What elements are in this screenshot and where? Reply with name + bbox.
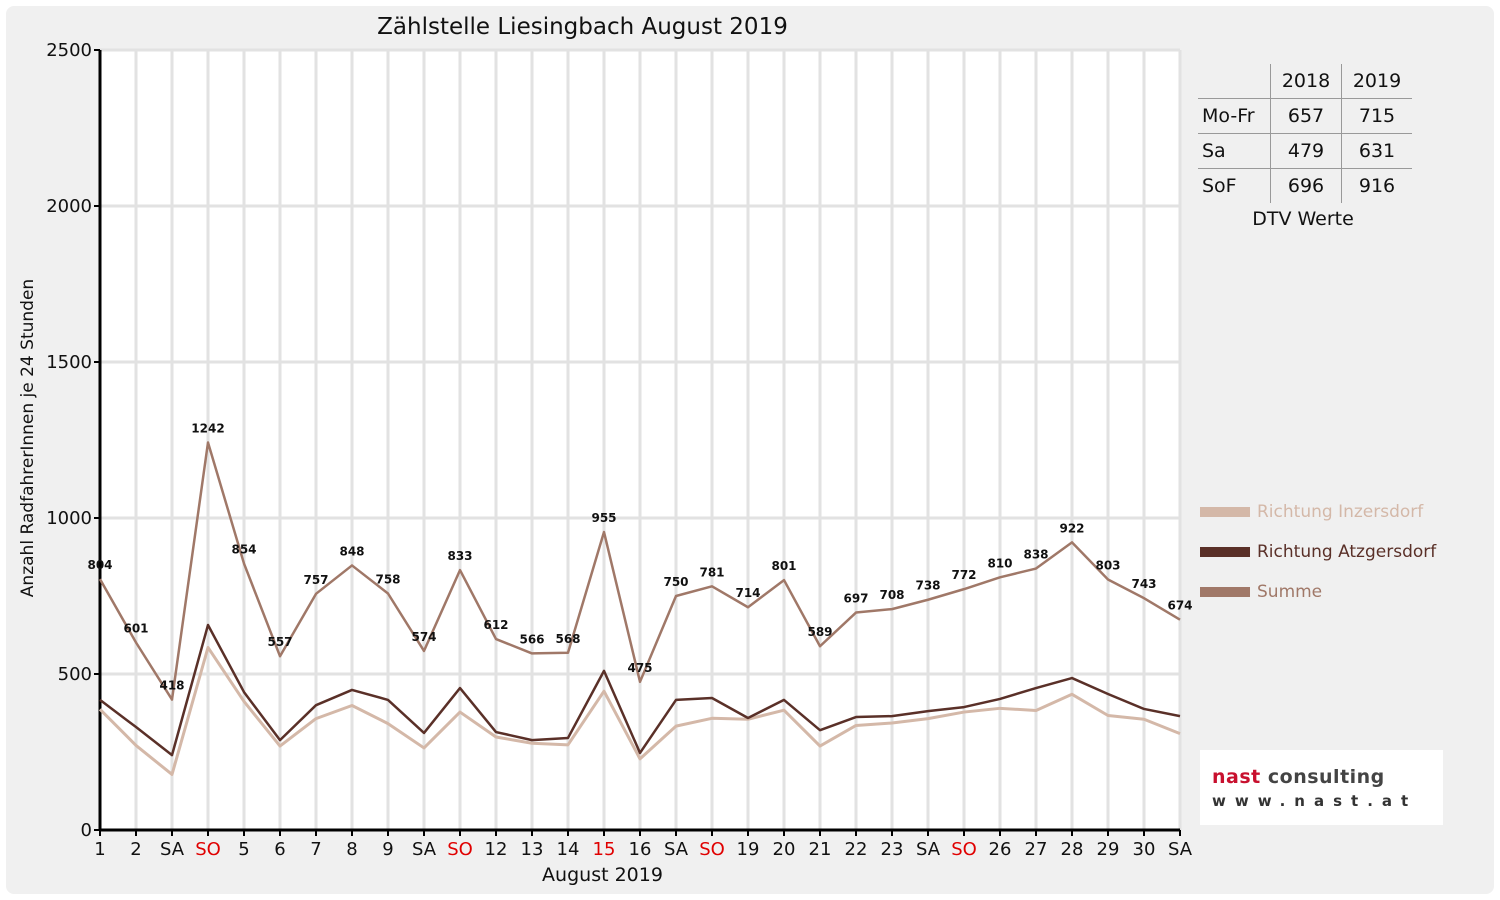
- legend-swatch: [1200, 547, 1250, 557]
- data-label: 838: [1023, 548, 1048, 562]
- data-label: 714: [735, 586, 760, 600]
- legend-item-atzgersdorf: Richtung Atzgersdorf: [1200, 532, 1436, 572]
- x-tick-label: 15: [593, 839, 616, 860]
- data-label: 601: [123, 621, 148, 635]
- x-tick-label: 2: [130, 839, 141, 860]
- x-tick-label: SA: [160, 839, 185, 860]
- x-tick-label: SO: [951, 839, 977, 860]
- dtv-cell: 916: [1341, 168, 1412, 203]
- x-tick-label: SA: [916, 839, 941, 860]
- data-label: 757: [303, 573, 328, 587]
- x-tick-label: 30: [1133, 839, 1156, 860]
- data-label: 612: [483, 618, 508, 632]
- legend-label: Richtung Atzgersdorf: [1257, 542, 1437, 562]
- x-tick-label: 8: [346, 839, 357, 860]
- data-label: 955: [591, 511, 616, 525]
- legend-label: Summe: [1257, 582, 1323, 602]
- data-label: 568: [555, 632, 580, 646]
- x-tick-label: SO: [447, 839, 473, 860]
- data-label: 566: [519, 632, 544, 646]
- legend-item-summe: Summe: [1200, 572, 1436, 612]
- y-tick-label: 1500: [46, 352, 92, 373]
- data-label: 801: [771, 559, 796, 573]
- y-tick-label: 0: [81, 820, 92, 841]
- data-label: 848: [339, 544, 364, 558]
- x-tick-label: 6: [274, 839, 285, 860]
- logo-text: nast: [1212, 766, 1261, 788]
- x-tick-label: 13: [521, 839, 544, 860]
- data-label: 781: [699, 565, 724, 579]
- data-label: 758: [375, 573, 400, 587]
- x-tick-label: SA: [664, 839, 689, 860]
- dtv-cell: 715: [1341, 98, 1412, 134]
- data-label: 804: [87, 558, 112, 572]
- y-axis-label: Anzahl RadfahrerInnen je 24 Stunden: [18, 278, 38, 598]
- data-label: 475: [627, 661, 652, 675]
- x-tick-label: 21: [809, 839, 832, 860]
- x-axis-label: August 2019: [542, 864, 663, 886]
- dtv-table: 2018 2019 Mo-Fr 657 715 Sa 479 631 SoF 696 916: [1198, 64, 1412, 203]
- y-tick-label: 500: [58, 664, 92, 685]
- x-tick-label: 14: [557, 839, 580, 860]
- dtv-row-label: Mo-Fr: [1198, 98, 1271, 134]
- legend-label: Richtung Inzersdorf: [1257, 502, 1424, 522]
- dtv-header-2018: 2018: [1270, 64, 1342, 99]
- x-tick-label: 29: [1097, 839, 1120, 860]
- x-tick-label: 9: [382, 839, 393, 860]
- dtv-cell: 631: [1341, 133, 1412, 169]
- data-label: 803: [1095, 558, 1120, 572]
- x-tick-label: 19: [737, 839, 760, 860]
- data-label: 418: [159, 679, 184, 693]
- dtv-cell: 479: [1270, 133, 1342, 169]
- legend-item-inzersdorf: Richtung Inzersdorf: [1200, 492, 1436, 532]
- nast-consulting-logo: nast consulting www.nast.at: [1200, 750, 1443, 825]
- data-label: 750: [663, 575, 688, 589]
- data-label: 674: [1167, 599, 1192, 613]
- chart-title: Zählstelle Liesingbach August 2019: [377, 14, 788, 40]
- x-tick-label: 26: [989, 839, 1012, 860]
- legend-swatch: [1200, 507, 1250, 517]
- x-tick-label: 28: [1061, 839, 1084, 860]
- data-label: 743: [1131, 577, 1156, 591]
- x-tick-label: 7: [310, 839, 321, 860]
- x-tick-label: 22: [845, 839, 868, 860]
- y-tick-label: 2000: [46, 196, 92, 217]
- y-tick-label: 2500: [46, 40, 92, 61]
- legend: Richtung Inzersdorf Richtung Atzgersdorf…: [1200, 492, 1436, 612]
- x-tick-label: 23: [881, 839, 904, 860]
- x-tick-label: SO: [195, 839, 221, 860]
- data-label: 557: [267, 635, 292, 649]
- legend-swatch: [1200, 587, 1250, 597]
- dtv-cell: 696: [1270, 168, 1342, 203]
- x-tick-label: 1: [94, 839, 105, 860]
- data-label: 574: [411, 630, 436, 644]
- dtv-caption: DTV Werte: [1252, 208, 1354, 230]
- x-tick-label: 5: [238, 839, 249, 860]
- y-tick-label: 1000: [46, 508, 92, 529]
- dtv-row-label: Sa: [1198, 133, 1271, 169]
- dtv-cell: 657: [1270, 98, 1342, 134]
- data-label: 589: [807, 625, 832, 639]
- x-tick-label: 20: [773, 839, 796, 860]
- data-label: 854: [231, 543, 256, 557]
- data-label: 738: [915, 579, 940, 593]
- data-label: 772: [951, 568, 976, 582]
- data-label: 697: [843, 592, 868, 606]
- data-label: 922: [1059, 521, 1084, 535]
- data-label: 833: [447, 549, 472, 563]
- x-tick-label: SO: [699, 839, 725, 860]
- x-tick-label: 27: [1025, 839, 1048, 860]
- x-tick-label: 12: [485, 839, 508, 860]
- x-tick-label: SA: [1168, 839, 1193, 860]
- logo-url: www.nast.at: [1212, 792, 1418, 810]
- dtv-row-label: SoF: [1198, 168, 1271, 203]
- x-tick-label: 16: [629, 839, 652, 860]
- data-label: 708: [879, 588, 904, 602]
- data-label: 810: [987, 556, 1012, 570]
- dtv-header-2019: 2019: [1341, 64, 1412, 99]
- x-tick-label: SA: [412, 839, 437, 860]
- data-label: 1242: [191, 421, 224, 435]
- logo-text: consulting: [1267, 766, 1385, 788]
